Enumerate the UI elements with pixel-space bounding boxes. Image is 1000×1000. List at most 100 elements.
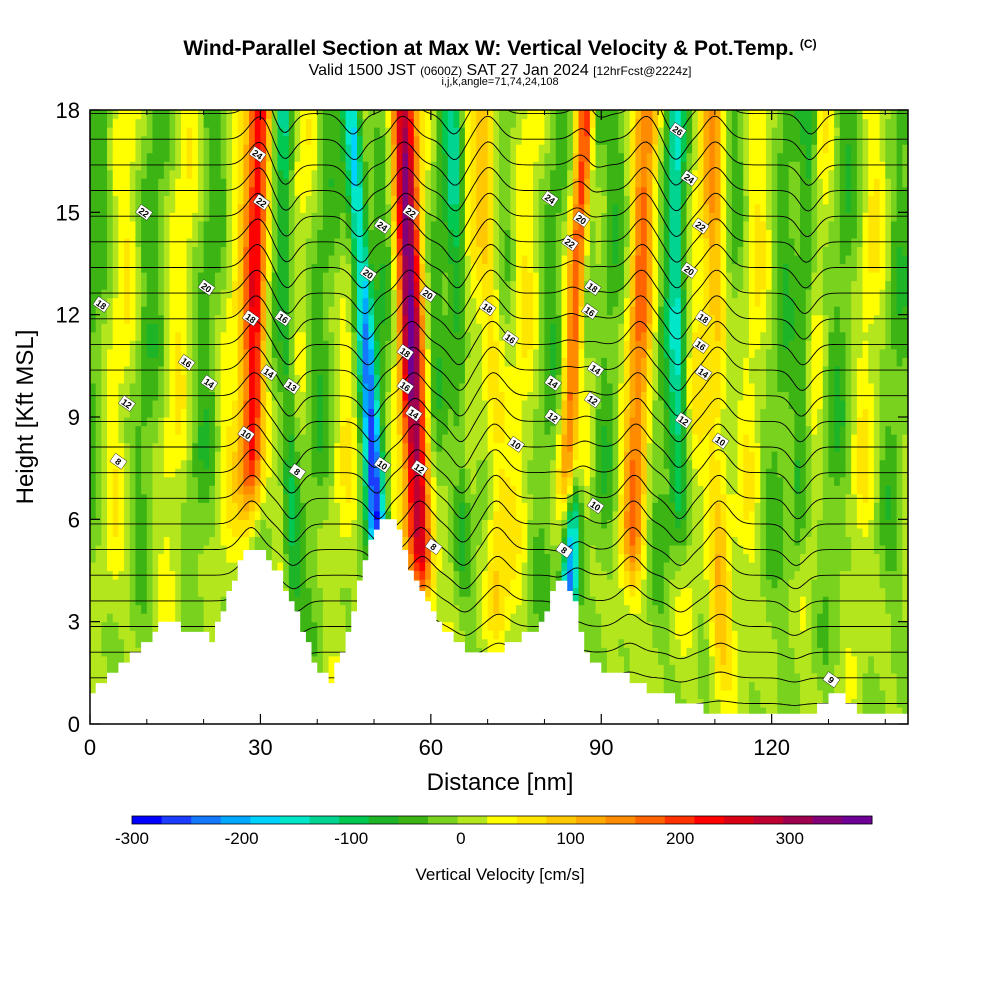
colorbar-tick-label: 300: [776, 829, 804, 848]
theta-contour-line: [90, 141, 908, 186]
theta-contour-label: 22: [402, 203, 420, 221]
colorbar-swatch: [368, 816, 399, 824]
colorbar-swatch: [309, 816, 340, 824]
colorbar-swatch: [428, 816, 459, 824]
colorbar-label: Vertical Velocity [cm/s]: [415, 865, 584, 884]
theta-contour-label: 20: [197, 279, 216, 296]
colorbar-swatch: [487, 816, 518, 824]
colorbar-tick-label: 0: [456, 829, 465, 848]
theta-contour-label: 16: [581, 302, 599, 320]
theta-contour-line: [90, 526, 908, 566]
theta-contour-line: [90, 243, 908, 289]
colorbar-swatch: [546, 816, 577, 824]
theta-contour-label: 8: [288, 463, 307, 480]
theta-contour-label: 24: [248, 145, 267, 163]
colorbar-swatch: [812, 816, 843, 824]
theta-contour-line: [90, 218, 908, 263]
theta-contour-line: [90, 474, 908, 520]
theta-contour-label: 16: [691, 337, 710, 354]
valid-date: SAT 27 Jan 2024: [466, 62, 589, 79]
theta-contour-label: 12: [583, 391, 602, 409]
theta-contour-label: 12: [674, 412, 693, 429]
y-tick-label: 6: [68, 507, 80, 532]
theta-contour-label: 18: [583, 279, 602, 296]
theta-contour-line: [90, 167, 908, 212]
theta-contour-line: [90, 320, 908, 366]
theta-contour-label: 12: [118, 395, 136, 412]
theta-contour-label: 10: [586, 497, 605, 515]
colorbar-tick-label: 100: [556, 829, 584, 848]
theta-contour-line: [90, 449, 908, 494]
theta-contour-label: 24: [680, 169, 699, 187]
terrain-profile: [90, 519, 908, 724]
colorbar-swatch: [576, 816, 607, 824]
theta-contour-label: 10: [507, 435, 525, 453]
theta-contour-label: 16: [274, 309, 292, 327]
theta-contour-line: [90, 295, 908, 340]
colorbar: -300 -200 -100 0 100 200 300: [115, 815, 873, 848]
theta-contour-label: 14: [694, 364, 713, 382]
theta-contour-line: [90, 500, 908, 543]
theta-contour-label: 14: [404, 405, 423, 422]
theta-contour-label: 18: [694, 309, 713, 327]
theta-contour-line: [90, 555, 908, 590]
colorbar-frame: [131, 815, 873, 825]
theta-contour-label: 14: [200, 374, 219, 392]
theta-contour-label: 18: [241, 309, 260, 327]
colorbar-swatch: [280, 816, 311, 824]
y-tick-label: 12: [56, 303, 80, 328]
theta-contour-label: 14: [260, 364, 278, 382]
theta-contour-label: 20: [572, 210, 591, 228]
colorbar-tick-label: -200: [225, 829, 259, 848]
valid-time: Valid 1500 JST: [308, 62, 416, 79]
x-tick-label: 60: [419, 735, 443, 760]
theta-contour-label: 16: [501, 330, 520, 347]
theta-contour-label: 10: [711, 432, 730, 450]
colorbar-tick-label: -300: [115, 829, 149, 848]
theta-contour-label: 13: [282, 377, 301, 395]
theta-contour-label: 8: [424, 538, 443, 555]
theta-contour-label: 20: [680, 261, 699, 279]
theta-contour-label: 14: [586, 360, 605, 378]
colorbar-swatch: [664, 816, 695, 824]
theta-contour-line: [90, 59, 908, 83]
theta-contour-label: 20: [359, 265, 378, 283]
theta-contour-label: 22: [135, 203, 153, 221]
colorbar-swatch: [783, 816, 814, 824]
theta-contour-line: [90, 192, 908, 238]
colorbar-swatch: [132, 816, 163, 824]
grid-indices: i,j,k,angle=71,74,24,108: [441, 76, 559, 88]
y-tick-label: 18: [56, 98, 80, 123]
theta-contour-line: [90, 65, 908, 109]
theta-contour-label: 9: [822, 671, 841, 689]
theta-contour-label: 20: [419, 285, 437, 303]
colorbar-swatch: [694, 816, 725, 824]
y-tick-label: 0: [68, 712, 80, 737]
theta-contour-label: 24: [541, 190, 559, 208]
colorbar-swatch: [161, 816, 192, 824]
theta-contour-label: 12: [544, 408, 562, 426]
theta-contour-label: 26: [669, 122, 687, 139]
y-tick-label: 9: [68, 405, 80, 430]
colorbar-swatch: [398, 816, 429, 824]
theta-contour-label: 22: [691, 217, 710, 235]
valid-zulu: (0600Z): [420, 64, 463, 78]
title-suffix: (C): [799, 37, 817, 51]
colorbar-swatch: [724, 816, 755, 824]
x-tick-label: 30: [248, 735, 272, 760]
theta-contour-label: 22: [561, 234, 579, 252]
colorbar-swatch: [339, 816, 370, 824]
chart-title: Wind-Parallel Section at Max W: Vertical…: [183, 37, 817, 60]
x-tick-label: 0: [84, 735, 96, 760]
theta-contour-label: 18: [396, 343, 415, 361]
colorbar-tick-label: 200: [666, 829, 694, 848]
colorbar-swatch: [842, 816, 873, 824]
theta-contour-label: 8: [109, 452, 128, 470]
theta-contour-label: 22: [252, 193, 271, 211]
colorbar-swatch: [753, 816, 784, 824]
theta-contour-label: 16: [177, 354, 196, 371]
theta-contour-label: 18: [92, 296, 111, 313]
theta-contour-label: 12: [410, 459, 429, 477]
